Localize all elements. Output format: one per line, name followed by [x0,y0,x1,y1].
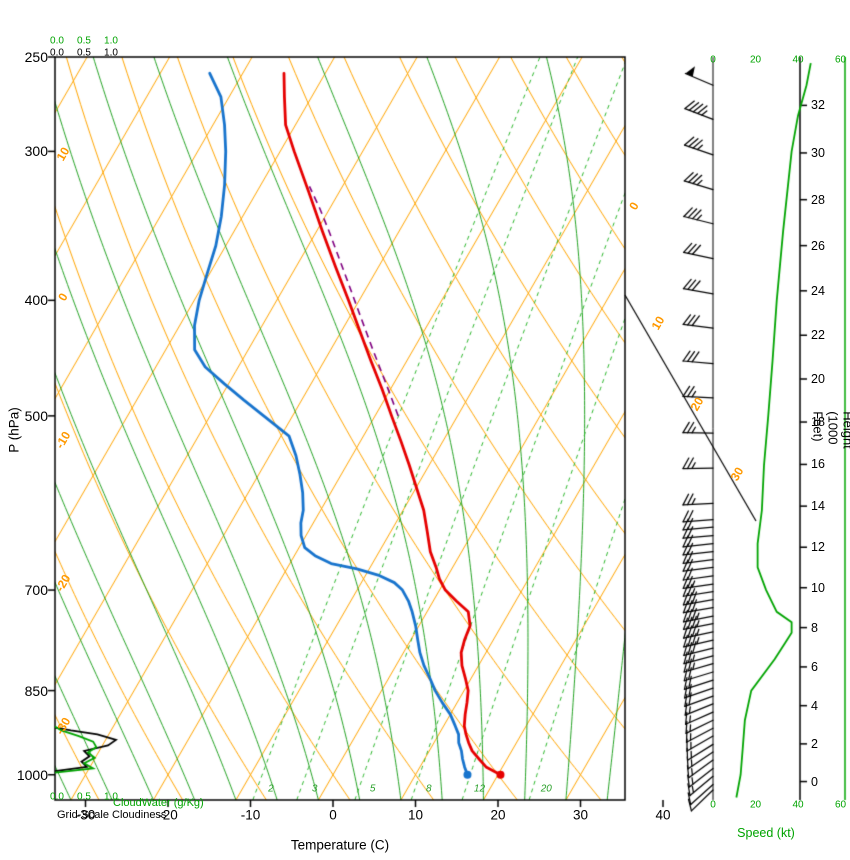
height-tick-label: 6 [811,659,818,674]
temperature-axis-title: Temperature (C) [290,837,390,853]
height-tick-label: 2 [811,736,818,751]
mixing-ratio-label: 20 [540,783,552,795]
pressure-tick-label: 500 [24,407,48,424]
speed-tick-label-top: 60 [834,54,847,66]
height-tick-label: 12 [811,540,825,555]
cloud-scale-label-top-green: 1.0 [104,35,118,47]
temperature-tick-label: -10 [240,807,261,823]
height-tick-label: 18 [811,415,825,430]
isotherm-label-left: 0 [55,290,71,304]
temperature-tick-label: 40 [655,807,671,823]
cloudiness-axis-title: Grid-Scale Cloudiness [57,809,167,821]
mixing-ratio-label: 3 [311,783,318,795]
height-tick-label: 32 [811,98,825,113]
pressure-tick-label: 400 [24,292,48,309]
height-tick-label: 10 [811,580,825,595]
height-tick-label: 30 [811,145,825,160]
isotherm-label-right: 30 [727,464,747,484]
height-tick-label: 8 [811,620,818,635]
speed-tick-label-bottom: 60 [834,799,847,811]
mixing-ratio-label: 12 [473,783,486,795]
speed-axis-title: Speed (kt) [737,826,795,840]
speed-tick-label-top: 20 [749,54,762,66]
isotherm-label-right: 10 [648,313,668,333]
cloud-scale-label-bottom: 0.0 [50,791,64,803]
isotherm-label-right: 0 [626,199,642,213]
speed-tick-label-bottom: 0 [710,799,716,811]
cloud-scale-label-bottom: 0.5 [77,791,91,803]
pressure-tick-label: 300 [24,143,48,160]
temperature-tick-label: 10 [407,807,424,823]
height-tick-label: 20 [811,371,825,386]
speed-tick-label-bottom: 20 [749,799,762,811]
cloud-scale-label-bottom: 1.0 [104,791,118,803]
speed-tick-label-top: 0 [710,54,716,66]
pressure-tick-label: 250 [24,49,48,65]
height-tick-label: 22 [811,328,825,343]
temperature-tick-label: -30 [75,807,96,823]
height-tick-label: 14 [811,499,825,514]
pressure-tick-label: 850 [24,682,48,699]
isotherm-label-left: 10 [53,144,73,164]
pressure-tick-label: 700 [24,582,48,599]
temperature-tick-label: 0 [329,807,337,823]
cloud-scale-label-top-black: 0.0 [50,47,64,59]
height-tick-label: 28 [811,192,825,207]
isotherm-label-left: -10 [52,428,74,451]
cloud-scale-label-top-green: 0.5 [77,35,91,47]
isotherm-label-left: -30 [52,714,74,737]
temperature-tick-label: 30 [572,807,589,823]
isotherm-label-right: 20 [687,394,707,414]
cloudwater-axis-title: CloudWater (g/Kg) [113,797,204,809]
isotherm-label-left: -20 [52,571,74,594]
height-tick-label: 4 [811,698,818,713]
cloud-scale-label-top-black: 1.0 [104,47,118,59]
speed-tick-label-top: 40 [792,54,804,66]
cloud-scale-label-top-black: 0.5 [77,47,91,59]
cloud-scale-label-top-green: 0.0 [50,35,64,47]
height-tick-label: 16 [811,457,825,472]
temperature-tick-label: -20 [158,807,178,823]
height-tick-label: 24 [811,283,825,298]
mixing-ratio-label: 5 [369,783,376,795]
pressure-axis-title: P (hPa) [6,407,22,453]
mixing-ratio-label: 2 [268,783,274,795]
speed-tick-label-bottom: 40 [792,799,804,811]
height-tick-label: 0 [811,774,818,789]
mixing-ratio-label: 8 [425,783,432,795]
pressure-tick-label: 1000 [16,766,48,783]
temperature-tick-label: 20 [490,807,506,823]
height-tick-label: 26 [811,238,825,253]
